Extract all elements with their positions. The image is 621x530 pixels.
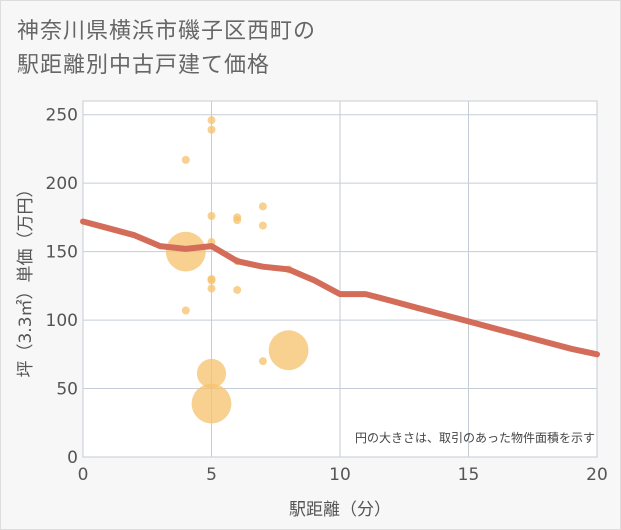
data-point bbox=[268, 330, 309, 371]
x-tick-label: 15 bbox=[458, 465, 480, 485]
x-tick-label: 0 bbox=[78, 465, 89, 485]
data-point bbox=[258, 357, 267, 366]
data-point bbox=[196, 358, 227, 389]
data-point bbox=[181, 155, 190, 164]
data-point bbox=[207, 284, 216, 293]
data-point bbox=[258, 202, 267, 211]
data-point bbox=[207, 116, 216, 125]
data-point bbox=[258, 221, 267, 230]
trend-line bbox=[80, 218, 600, 358]
chart-title: 神奈川県横浜市磯子区西町の 駅距離別中古戸建て価格 bbox=[17, 15, 316, 83]
x-tick-label: 5 bbox=[206, 465, 217, 485]
data-point bbox=[207, 276, 216, 285]
chart-title-line1: 神奈川県横浜市磯子区西町の bbox=[17, 19, 317, 44]
y-axis-title: 坪（3.3㎡）単価（万円） bbox=[16, 180, 36, 377]
x-axis-title: 駅距離（分） bbox=[289, 500, 391, 520]
y-tick-label: 150 bbox=[46, 243, 78, 263]
data-point bbox=[207, 125, 216, 134]
y-axis-ticks: 0 50 100 150 200 250 bbox=[46, 106, 78, 468]
x-tick-label: 10 bbox=[329, 465, 351, 485]
scatter-points bbox=[165, 116, 309, 424]
data-point bbox=[233, 285, 242, 294]
size-note: 円の大きさは、取引のあった物件面積を示す bbox=[355, 430, 595, 445]
y-tick-label: 50 bbox=[56, 380, 78, 400]
y-tick-label: 100 bbox=[46, 311, 78, 331]
chart-title-line2: 駅距離別中古戸建て価格 bbox=[17, 53, 271, 78]
y-tick-label: 250 bbox=[46, 106, 78, 126]
x-axis-ticks: 0 5 10 15 20 bbox=[78, 465, 608, 485]
y-tick-label: 200 bbox=[46, 174, 78, 194]
data-point bbox=[207, 212, 216, 221]
y-tick-label: 0 bbox=[67, 448, 78, 468]
data-point bbox=[181, 306, 190, 315]
data-point bbox=[233, 216, 242, 225]
x-tick-label: 20 bbox=[586, 465, 608, 485]
data-point bbox=[191, 383, 232, 424]
